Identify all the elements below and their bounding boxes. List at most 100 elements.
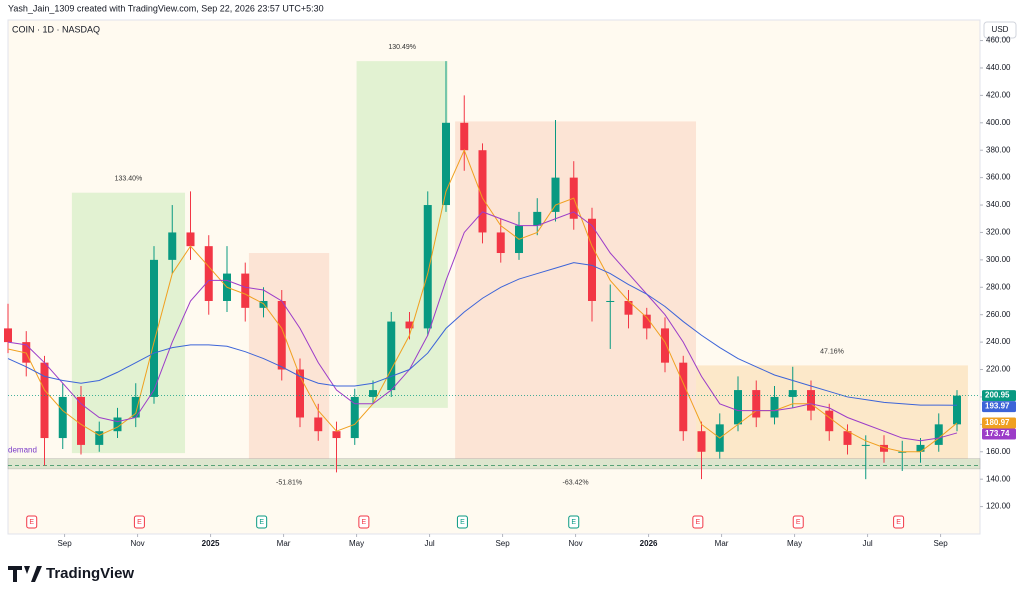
candle-body bbox=[77, 396, 85, 445]
y-tick-label: 360.00 bbox=[986, 173, 1011, 182]
candle-body bbox=[314, 417, 323, 432]
candle-body bbox=[642, 314, 651, 329]
earnings-marker bbox=[893, 515, 905, 529]
candle-body bbox=[22, 342, 31, 363]
candle-body bbox=[4, 328, 12, 343]
symbol: COIN · 1D · NASDAQ bbox=[12, 24, 100, 34]
price-tag-label: 173.74 bbox=[985, 429, 1010, 438]
x-tick-label: May bbox=[787, 539, 802, 548]
y-tick-label: 260.00 bbox=[986, 310, 1011, 319]
candle-body bbox=[113, 417, 122, 432]
candle-body bbox=[241, 273, 250, 308]
candle-body bbox=[58, 396, 67, 439]
earnings-marker bbox=[26, 515, 38, 529]
candle-body bbox=[405, 321, 414, 329]
credit: Yash_Jain_1309 created with TradingView.… bbox=[8, 3, 324, 13]
candle-body bbox=[369, 390, 377, 397]
y-tick-label: 420.00 bbox=[986, 90, 1011, 99]
x-tick-label: May bbox=[349, 539, 364, 548]
candle-body bbox=[186, 232, 195, 247]
y-tick-label: 140.00 bbox=[986, 474, 1011, 483]
candle-body bbox=[624, 300, 633, 315]
earnings-label: E bbox=[137, 519, 142, 526]
range-label: 130.49% bbox=[388, 44, 416, 51]
candle-body bbox=[533, 211, 542, 226]
range-label: 47.16% bbox=[820, 348, 844, 355]
candle-body bbox=[442, 122, 450, 206]
candle-body bbox=[697, 431, 706, 452]
candle-body bbox=[661, 328, 669, 363]
x-tick-label: Mar bbox=[715, 539, 729, 548]
x-tick-label: Mar bbox=[277, 539, 291, 548]
candle-body bbox=[168, 232, 177, 260]
y-tick-label: 240.00 bbox=[986, 337, 1011, 346]
x-tick-label: 2026 bbox=[640, 539, 658, 548]
currency: USD bbox=[992, 25, 1009, 34]
candle-body bbox=[679, 362, 688, 432]
x-tick-label: Sep bbox=[495, 539, 510, 548]
brand: TradingView bbox=[46, 565, 134, 582]
earnings-label: E bbox=[571, 519, 576, 526]
earnings-label: E bbox=[896, 519, 901, 526]
candle-body bbox=[277, 300, 286, 370]
y-tick-label: 460.00 bbox=[986, 36, 1011, 45]
candle-body bbox=[606, 300, 615, 302]
y-tick-label: 400.00 bbox=[986, 118, 1011, 127]
candle-body bbox=[825, 410, 834, 432]
earnings-label: E bbox=[796, 519, 801, 526]
candle-body bbox=[861, 444, 870, 446]
candle-body bbox=[588, 218, 596, 301]
candle-body bbox=[496, 232, 505, 254]
candle-body bbox=[843, 431, 852, 445]
price-tag bbox=[982, 417, 1016, 429]
candle-body bbox=[551, 177, 560, 212]
price-tag bbox=[982, 428, 1016, 440]
earnings-marker bbox=[568, 515, 580, 529]
range-zone bbox=[71, 192, 186, 454]
candle-body bbox=[916, 444, 925, 452]
candle-body bbox=[95, 431, 104, 445]
demand-zone bbox=[7, 458, 981, 470]
candle-body bbox=[478, 150, 487, 233]
moving-average bbox=[7, 211, 958, 442]
y-tick-label: 120.00 bbox=[986, 502, 1011, 511]
x-tick-label: Jul bbox=[424, 539, 434, 548]
candle-body bbox=[387, 321, 396, 391]
x-tick-label: Sep bbox=[933, 539, 948, 548]
demand-label: demand bbox=[8, 446, 37, 455]
earnings-label: E bbox=[696, 519, 701, 526]
y-tick-label: 160.00 bbox=[986, 447, 1011, 456]
earnings-label: E bbox=[460, 519, 465, 526]
candle-body bbox=[40, 362, 49, 439]
moving-average bbox=[7, 262, 958, 406]
candle-body bbox=[131, 396, 140, 418]
price-tag-label: 180.97 bbox=[985, 418, 1010, 427]
candle-body bbox=[332, 431, 341, 439]
x-tick-label: Sep bbox=[57, 539, 72, 548]
price-tag bbox=[982, 390, 1016, 402]
candle-body bbox=[953, 395, 961, 425]
candle-body bbox=[150, 259, 158, 397]
y-tick-label: 220.00 bbox=[986, 365, 1011, 374]
candle-body bbox=[770, 396, 779, 418]
candle-body bbox=[880, 444, 888, 452]
candle-body bbox=[807, 390, 815, 411]
candle-body bbox=[204, 246, 213, 301]
x-tick-label: Jul bbox=[862, 539, 872, 548]
earnings-marker bbox=[358, 515, 370, 529]
candle-body bbox=[934, 424, 943, 445]
candle-body bbox=[423, 205, 432, 329]
currency-box[interactable] bbox=[983, 21, 1017, 39]
earnings-label: E bbox=[362, 519, 367, 526]
earnings-label: E bbox=[259, 519, 264, 526]
candle-body bbox=[296, 369, 304, 418]
earnings-marker bbox=[456, 515, 468, 529]
x-tick-label: Nov bbox=[130, 539, 144, 548]
earnings-marker bbox=[692, 515, 704, 529]
range-label: 133.40% bbox=[115, 176, 143, 183]
y-tick-label: 320.00 bbox=[986, 228, 1011, 237]
range-zone bbox=[356, 61, 448, 408]
price-tag-label: 193.97 bbox=[985, 402, 1010, 411]
earnings-marker bbox=[133, 515, 145, 529]
